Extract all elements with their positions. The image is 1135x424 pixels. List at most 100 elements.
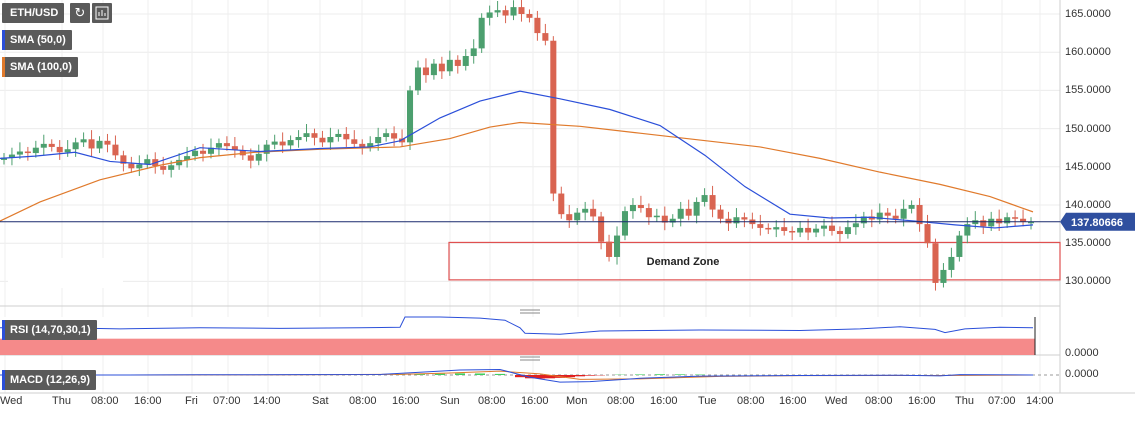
candle-body: [1012, 217, 1019, 219]
candle-body: [391, 133, 398, 139]
candle-body: [542, 33, 549, 41]
candle-body: [621, 211, 629, 236]
macd-histogram-bar: [655, 374, 665, 375]
candle-body: [136, 164, 143, 169]
candle-body: [1004, 217, 1011, 224]
candle-body: [383, 133, 390, 138]
time-label: 08:00: [349, 395, 377, 407]
time-label: 08:00: [607, 395, 635, 407]
current-price-tag: [1060, 212, 1135, 231]
candle-body: [844, 227, 851, 235]
candle-body: [892, 215, 899, 219]
candle-body: [406, 90, 414, 143]
candle-body: [813, 228, 820, 233]
candle-body: [56, 146, 63, 153]
candle-body: [32, 147, 39, 154]
macd-histogram-bar: [475, 373, 485, 375]
candle-body: [327, 137, 334, 143]
time-label: Sun: [440, 395, 460, 407]
candle-body: [606, 241, 613, 257]
candle-body: [932, 243, 939, 283]
sma50-line: [0, 90, 1034, 229]
sma50-label[interactable]: SMA (50,0): [2, 30, 72, 50]
candle-body: [454, 59, 461, 66]
candle-body: [311, 133, 318, 138]
candle-body: [534, 17, 541, 34]
candle-body: [765, 227, 772, 230]
candle-body: [40, 143, 47, 148]
candle-body: [223, 143, 230, 147]
macd-color-swatch: [2, 370, 5, 390]
candle-body: [916, 205, 923, 225]
time-label: 16:00: [392, 395, 420, 407]
time-label: Sat: [312, 395, 329, 407]
candle-body: [884, 212, 891, 216]
macd-label[interactable]: MACD (12,26,9): [2, 370, 97, 390]
candle-body: [980, 220, 987, 227]
candle-body: [645, 208, 652, 218]
candle-body: [359, 143, 366, 147]
candle-body: [582, 208, 589, 213]
candle-body: [526, 14, 533, 18]
refresh-button[interactable]: ↻: [70, 3, 90, 23]
candle-body: [351, 139, 358, 144]
candle-body: [176, 159, 183, 166]
macd-level-label: 0.0000: [1065, 368, 1099, 380]
time-label: Tue: [698, 395, 717, 407]
candle-body: [255, 153, 262, 161]
macd-histogram-bar: [415, 374, 425, 375]
candle-body: [805, 227, 812, 233]
time-label: 14:00: [253, 395, 281, 407]
candle-body: [510, 7, 517, 16]
candle-body: [948, 256, 955, 270]
candle-body: [215, 143, 222, 148]
candle-body: [64, 149, 71, 153]
candle-body: [48, 143, 55, 147]
candle-body: [263, 144, 270, 154]
candle-body: [303, 133, 310, 138]
candle-body: [414, 67, 422, 91]
time-label: 08:00: [737, 395, 765, 407]
candle-body: [478, 17, 485, 49]
time-label: Wed: [0, 395, 23, 407]
chart-type-button[interactable]: [92, 3, 112, 23]
candle-body: [1020, 218, 1027, 222]
candle-body: [422, 67, 429, 76]
candle-body: [112, 144, 119, 156]
candle-body: [685, 208, 692, 216]
candle-body: [446, 59, 453, 72]
demand-zone-box: [448, 241, 1061, 281]
candle-body: [287, 140, 294, 146]
candle-body: [566, 214, 573, 221]
symbol-label[interactable]: ETH/USD: [2, 3, 65, 23]
candle-body: [550, 40, 557, 194]
candle-body: [462, 56, 469, 66]
price-tick-label: 145.0000: [1065, 161, 1111, 173]
candle-body: [669, 218, 676, 223]
candle-body: [24, 151, 31, 154]
rsi-label[interactable]: RSI (14,70,30,1): [2, 320, 97, 340]
candle-body: [239, 149, 246, 156]
candle-body: [184, 156, 191, 160]
rsi-line: [0, 316, 1034, 335]
time-label: Thu: [52, 395, 71, 407]
candle-body: [160, 166, 167, 170]
macd-histogram-bar: [575, 375, 585, 377]
rsi-text: RSI (14,70,30,1): [10, 324, 91, 336]
demand-zone-label: Demand Zone: [647, 256, 720, 268]
candle-body: [319, 137, 326, 143]
price-tick-label: 155.0000: [1065, 84, 1111, 96]
candle-body: [613, 235, 621, 257]
candle-body: [80, 139, 87, 143]
sma100-line: [0, 121, 1034, 222]
candle-body: [72, 142, 79, 150]
candle-body: [192, 150, 199, 157]
time-label: 08:00: [478, 395, 506, 407]
sma100-label[interactable]: SMA (100,0): [2, 57, 78, 77]
current-price-label: 137.80666: [1071, 217, 1123, 229]
candle-body: [199, 150, 207, 154]
candle-body: [693, 201, 700, 216]
candle-body: [820, 225, 828, 229]
candle-body: [104, 140, 111, 145]
